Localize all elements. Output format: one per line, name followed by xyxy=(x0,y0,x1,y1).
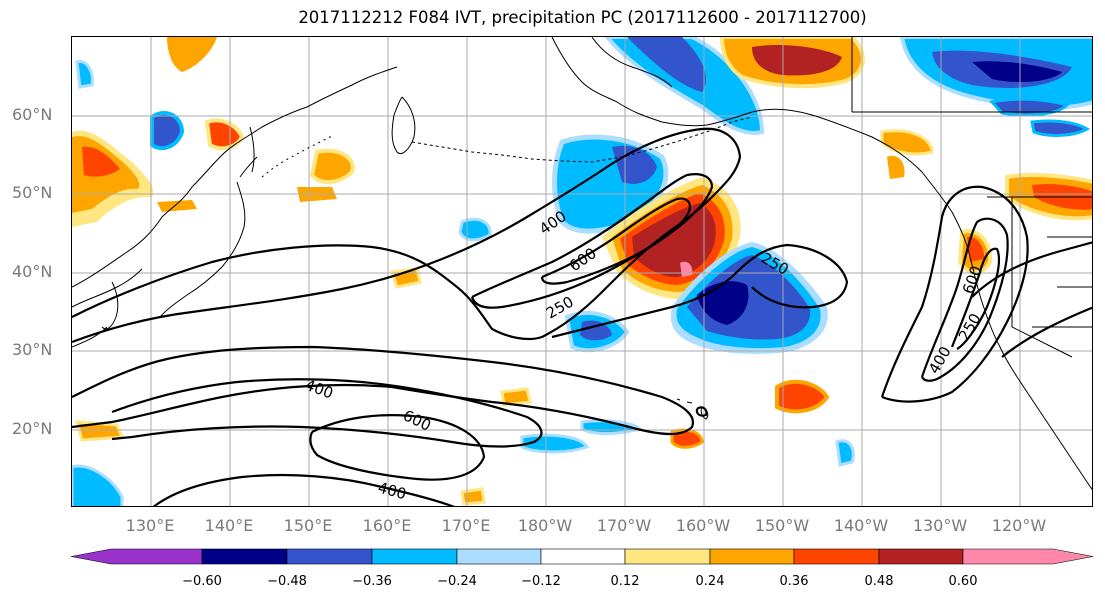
colorbar-tick: −0.48 xyxy=(267,574,307,589)
colorbar-tick: 0.36 xyxy=(779,574,809,589)
precip-positive-area xyxy=(82,146,120,177)
contour-label: 250 xyxy=(955,310,985,344)
ivt-contour-line xyxy=(920,217,1009,382)
precip-shading xyxy=(72,37,1092,506)
colorbar-tick: 0.24 xyxy=(695,574,725,589)
precip-positive-area xyxy=(887,155,905,179)
grid-lines xyxy=(72,37,1092,506)
lon-label: 140°W xyxy=(833,516,889,535)
ivt-contours xyxy=(72,127,1092,506)
colorbar-tick: −0.24 xyxy=(437,574,477,589)
precip-negative-area xyxy=(835,439,855,467)
colorbar-segment xyxy=(878,548,964,565)
precip-positive-area xyxy=(967,236,985,262)
precip-positive-area xyxy=(460,487,486,506)
lon-label: 150°W xyxy=(754,516,810,535)
colorbar-tick: 0.12 xyxy=(610,574,640,589)
lat-label: 60°N xyxy=(12,105,53,124)
precip-positive-area xyxy=(880,129,934,156)
ivt-contour-line xyxy=(950,247,1001,350)
ivt-contour-line xyxy=(72,345,695,436)
coastlines xyxy=(72,37,1092,491)
lat-label: 50°N xyxy=(12,183,53,202)
colorbar-segment xyxy=(624,548,711,565)
map-canvas: 400 600 250 250 400 600 400 600 400 250 xyxy=(72,37,1092,506)
colorbar-tick: 0.48 xyxy=(864,574,894,589)
ivt-contour-line xyxy=(152,473,455,506)
ivt-contour-line xyxy=(309,414,486,481)
colorbar-tick: −0.12 xyxy=(521,574,561,589)
ivt-contour-line xyxy=(111,378,543,448)
precip-negative-area xyxy=(75,60,94,89)
precip-negative-area xyxy=(612,145,657,184)
precip-positive-area xyxy=(775,379,830,414)
colorbar-segment xyxy=(793,548,880,565)
precip-positive-area xyxy=(204,118,245,151)
lon-label: 130°W xyxy=(912,516,968,535)
lat-label: 40°N xyxy=(12,262,53,281)
ivt-contour-line xyxy=(72,127,742,344)
lat-label: 30°N xyxy=(12,340,53,359)
lon-label: 120°W xyxy=(991,516,1047,535)
precip-positive-area xyxy=(309,148,355,184)
precip-negative-area xyxy=(150,111,185,151)
precip-negative-area xyxy=(989,97,1070,117)
colorbar-segment xyxy=(709,548,795,565)
colorbar-tick: −0.36 xyxy=(352,574,392,589)
lon-label: 130°E xyxy=(125,516,175,535)
colorbar-segment xyxy=(371,548,458,565)
lon-label: 160°E xyxy=(362,516,412,535)
colorbar-segment xyxy=(201,548,288,565)
contour-label: 600 xyxy=(566,244,600,275)
lon-label: 150°E xyxy=(283,516,333,535)
lon-label: 180°W xyxy=(517,516,573,535)
precip-negative-area xyxy=(580,320,612,341)
contour-label: 400 xyxy=(376,478,408,503)
lon-label: 170°E xyxy=(441,516,491,535)
precip-positive-area xyxy=(632,203,716,277)
lon-label: 170°W xyxy=(596,516,652,535)
map-title: 2017112212 F084 IVT, precipitation PC (2… xyxy=(298,8,867,27)
ivt-contour-line xyxy=(695,406,708,417)
precip-negative-area xyxy=(458,217,492,242)
ivt-contour-line xyxy=(1001,306,1092,358)
colorbar-segment xyxy=(456,548,542,565)
map-panel: 400 600 250 250 400 600 400 600 400 250 xyxy=(71,36,1093,507)
ivt-contour-line xyxy=(540,197,691,285)
precip-positive-area xyxy=(500,387,532,407)
colorbar-tick: 0.60 xyxy=(948,574,978,589)
precip-positive-area xyxy=(752,45,842,76)
colorbar-segment xyxy=(540,548,626,565)
colorbar-segment xyxy=(962,548,1094,565)
precip-negative-area xyxy=(72,464,124,506)
ivt-contour-line xyxy=(880,185,1029,403)
colorbar-segment xyxy=(70,548,203,565)
colorbar xyxy=(70,548,1094,565)
lon-label: 160°W xyxy=(675,516,731,535)
ivt-contour-line xyxy=(971,241,1092,298)
precip-negative-area xyxy=(1030,119,1091,137)
precip-positive-area xyxy=(157,200,197,212)
precip-negative-area xyxy=(627,37,706,92)
lat-label: 20°N xyxy=(12,419,53,438)
ivt-contour-line xyxy=(551,243,849,339)
lon-label: 140°E xyxy=(204,516,254,535)
ivt-contour-line xyxy=(470,173,714,309)
colorbar-tick: −0.60 xyxy=(182,574,222,589)
colorbar-segment xyxy=(286,548,373,565)
precip-positive-area xyxy=(167,37,217,72)
precip-negative-area xyxy=(972,61,1062,83)
